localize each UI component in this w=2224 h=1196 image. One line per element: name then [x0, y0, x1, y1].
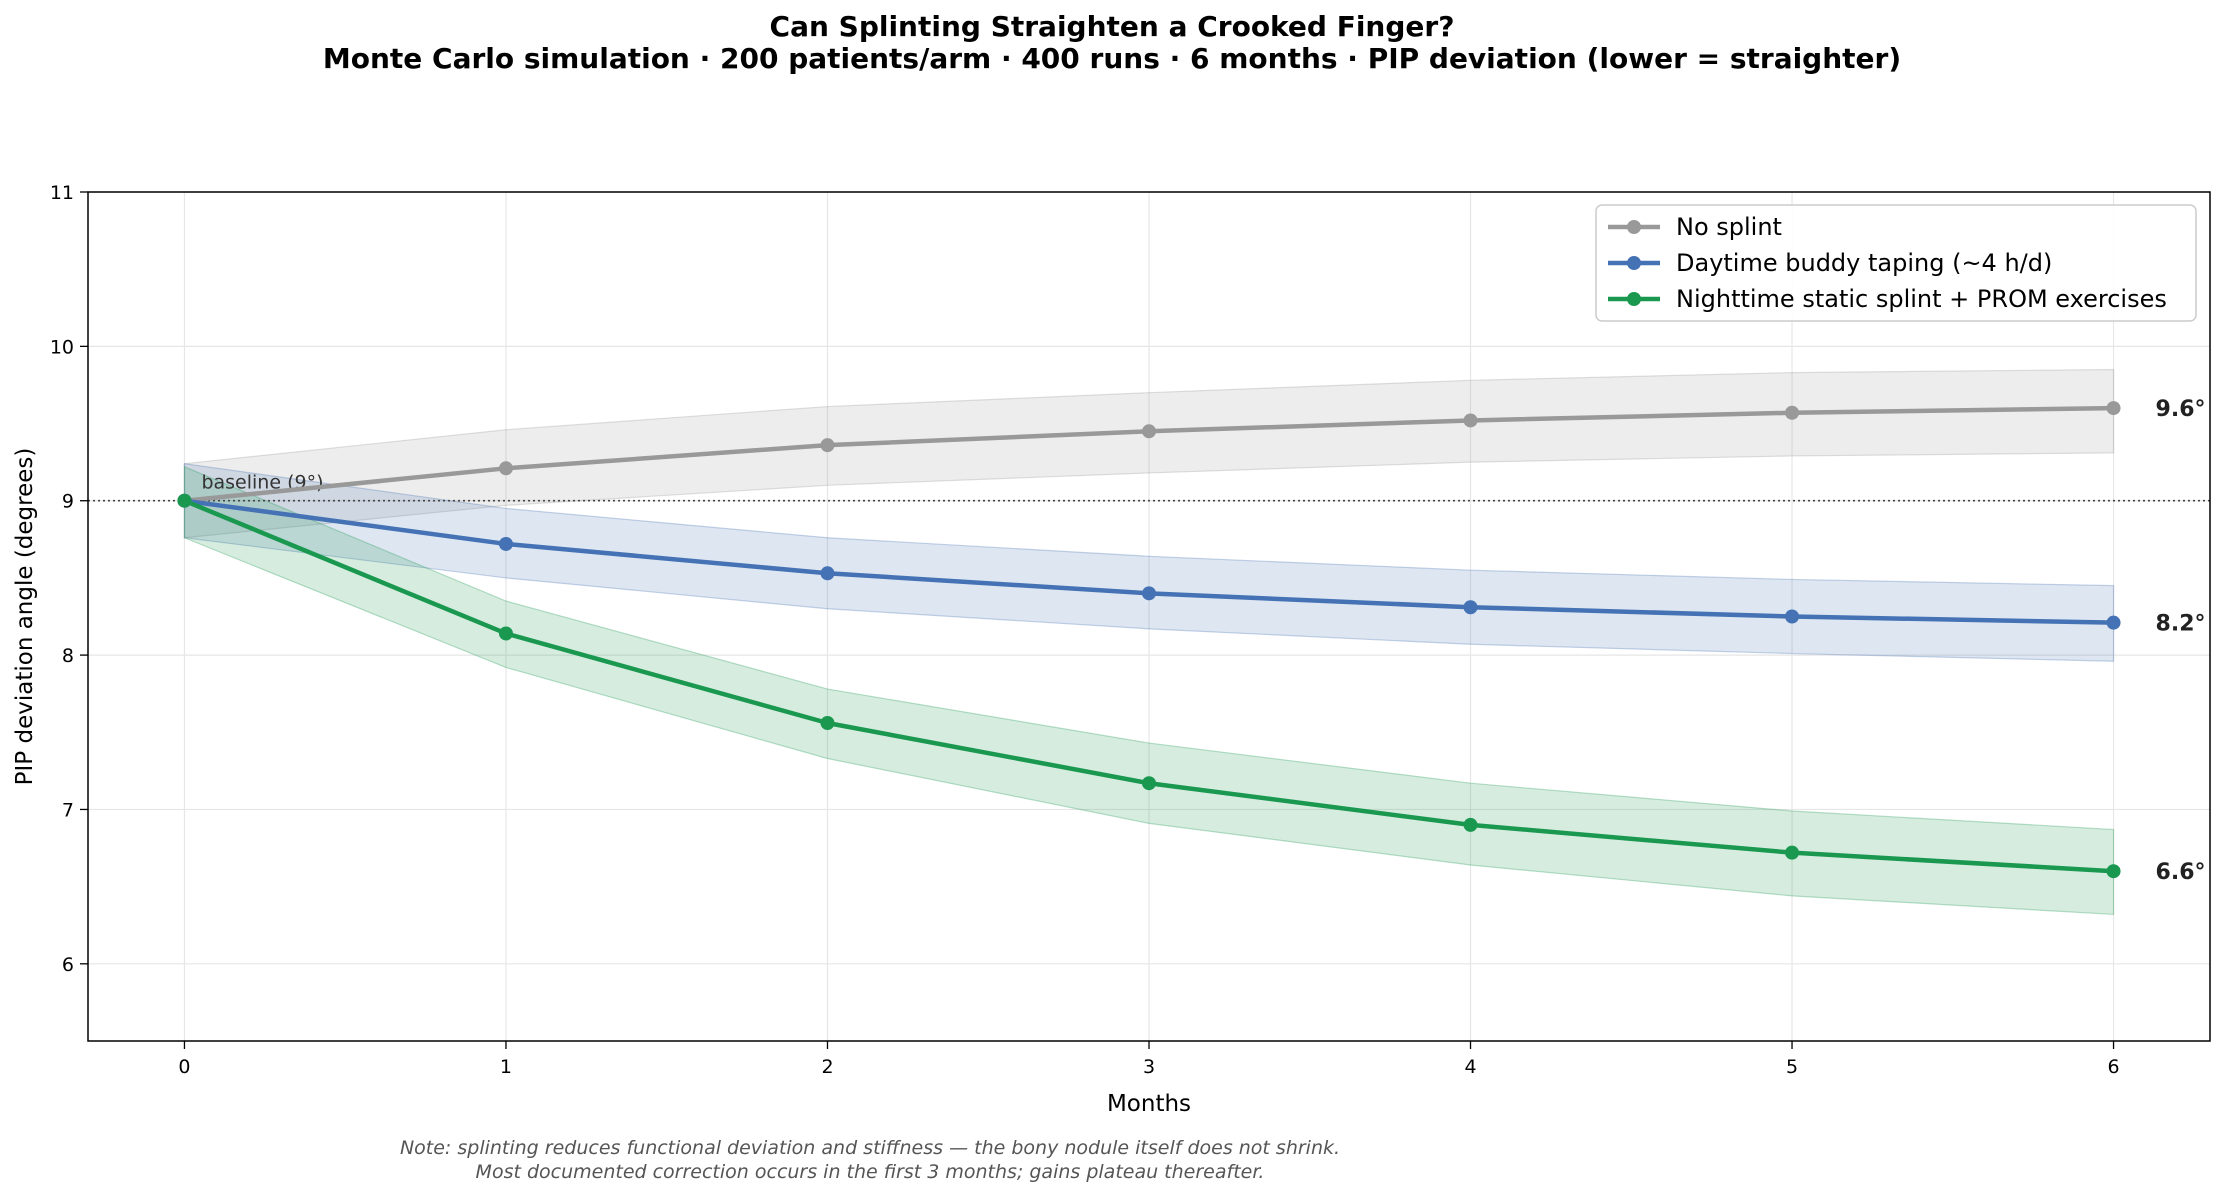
point-series-1-x2 [820, 566, 835, 581]
y-axis-label: PIP deviation angle (degrees) [12, 448, 38, 786]
series-points [177, 401, 2121, 879]
y-tick-label-6: 6 [62, 954, 74, 976]
footnote-line-2: Most documented correction occurs in the… [476, 1161, 1265, 1183]
point-series-1-x4 [1463, 600, 1478, 615]
point-series-2-x1 [498, 626, 513, 641]
point-series-2-x0 [177, 493, 192, 508]
y-axis-ticks: 6 7 8 9 10 11 [50, 182, 88, 976]
point-series-0-x5 [1785, 405, 1800, 420]
y-tick-label-10: 10 [50, 336, 74, 358]
point-series-2-x5 [1785, 845, 1800, 860]
point-series-2-x3 [1142, 776, 1156, 791]
y-tick-label-7: 7 [62, 799, 74, 821]
x-tick-label-4: 4 [1464, 1056, 1476, 1078]
x-tick-label-5: 5 [1786, 1056, 1798, 1078]
chart-subtitle: Monte Carlo simulation · 200 patients/ar… [323, 42, 1901, 75]
legend-swatch-marker-0 [1627, 220, 1641, 234]
x-tick-label-3: 3 [1143, 1056, 1155, 1078]
point-series-1-x5 [1785, 609, 1800, 624]
x-tick-label-6: 6 [2107, 1056, 2119, 1078]
point-series-0-x6 [2106, 401, 2121, 416]
point-series-1-x1 [498, 536, 513, 551]
legend-swatch-marker-2 [1627, 292, 1641, 306]
band-series-2 [183, 465, 2115, 916]
legend-label-0: No splint [1676, 213, 1782, 241]
x-axis-ticks: 0 1 2 3 4 5 6 [178, 1041, 2120, 1078]
y-tick-label-9: 9 [62, 491, 74, 513]
point-series-2-x6 [2106, 864, 2121, 879]
point-series-0-x3 [1142, 424, 1156, 439]
end-label-series-0: 9.6° [2156, 397, 2206, 422]
chart-title: Can Splinting Straighten a Crooked Finge… [770, 10, 1455, 43]
point-series-0-x2 [820, 438, 835, 453]
legend-box [1595, 204, 2197, 322]
x-tick-label-1: 1 [500, 1056, 512, 1078]
y-tick-label-8: 8 [62, 645, 74, 667]
x-tick-label-0: 0 [178, 1056, 190, 1078]
band-series-0 [183, 368, 2115, 539]
end-label-series-1: 8.2° [2156, 612, 2206, 637]
x-tick-label-2: 2 [821, 1056, 833, 1078]
legend-label-1: Daytime buddy taping (~4 h/d) [1676, 249, 2052, 277]
legend-swatch-marker-1 [1627, 256, 1641, 270]
point-series-0-x1 [498, 461, 513, 476]
legend-label-2: Nighttime static splint + PROM exercises [1676, 285, 2167, 313]
point-series-2-x2 [820, 716, 835, 731]
end-label-series-2: 6.6° [2156, 860, 2206, 885]
point-series-1-x6 [2106, 615, 2121, 630]
x-axis-label: Months [1107, 1091, 1191, 1117]
y-tick-label-11: 11 [50, 182, 74, 204]
point-series-1-x3 [1142, 586, 1156, 601]
point-series-0-x4 [1463, 413, 1478, 428]
end-value-labels: 9.6° 8.2° 6.6° [2156, 397, 2206, 885]
legend: No splint Daytime buddy taping (~4 h/d) Ni… [1595, 204, 2197, 322]
footnote-line-1: Note: splinting reduces functional devia… [400, 1137, 1340, 1159]
point-series-2-x4 [1463, 817, 1478, 832]
